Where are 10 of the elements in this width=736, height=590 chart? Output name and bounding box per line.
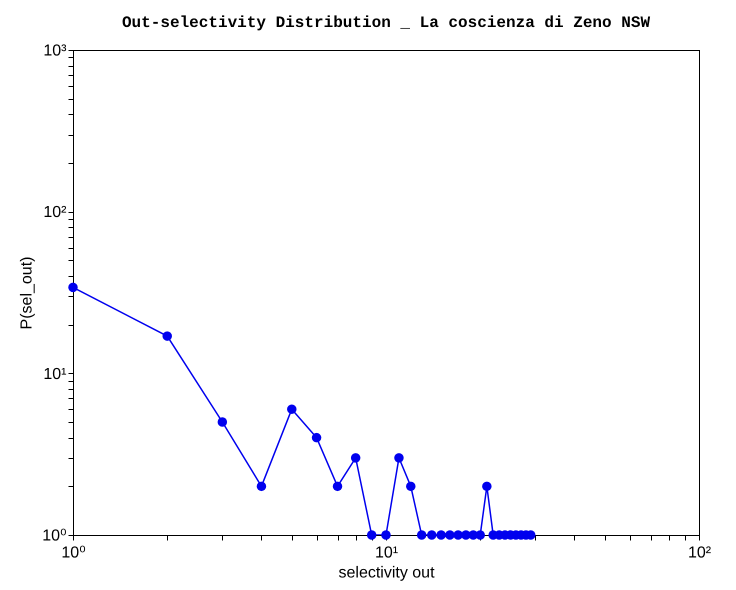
x-tick-label: 10⁰ xyxy=(61,544,86,562)
chart-title: Out-selectivity Distribution _ La coscienza di Zeno NSW xyxy=(122,14,650,32)
y-tick-label: 10⁰ xyxy=(42,528,66,544)
x-axis-title: selectivity out xyxy=(338,564,436,582)
y-tick-label: 10² xyxy=(43,204,68,222)
x-tick-label: 10¹ xyxy=(374,544,398,562)
x-tick-label: 10² xyxy=(688,544,712,562)
y-axis-title: P(sel_out) xyxy=(18,256,36,330)
y-tick-label: 10¹ xyxy=(43,366,66,383)
y-tick-label: 10³ xyxy=(43,42,68,60)
